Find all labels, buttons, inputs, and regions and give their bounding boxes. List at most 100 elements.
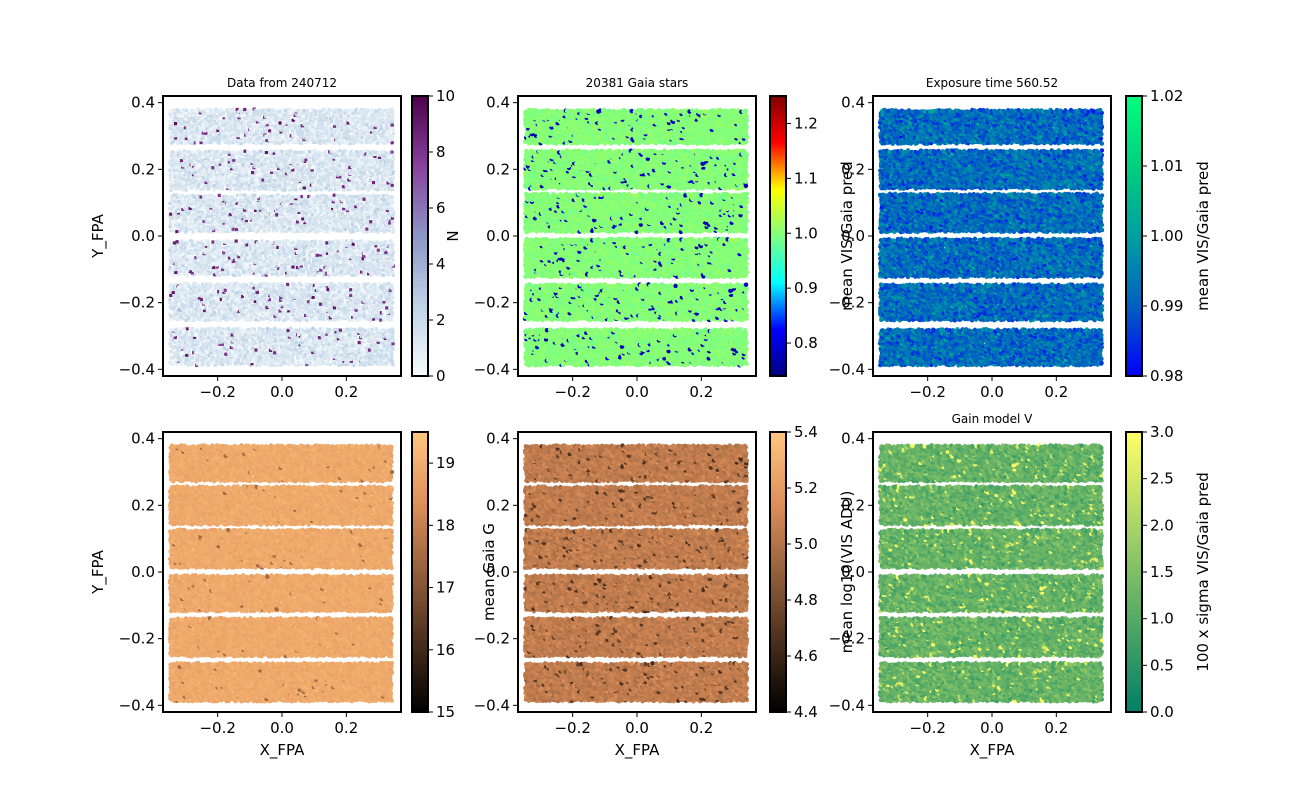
data-point bbox=[267, 221, 271, 226]
data-point bbox=[320, 109, 324, 113]
data-point bbox=[315, 126, 319, 130]
data-point bbox=[317, 315, 321, 319]
data-point bbox=[224, 177, 229, 181]
data-point bbox=[358, 140, 362, 144]
data-point bbox=[277, 215, 282, 219]
data-point bbox=[244, 272, 249, 277]
data-point bbox=[242, 270, 247, 274]
data-point bbox=[321, 211, 325, 215]
data-point bbox=[332, 214, 336, 218]
data-point bbox=[200, 160, 204, 164]
data-point bbox=[232, 245, 236, 249]
data-point bbox=[303, 224, 307, 228]
data-point bbox=[226, 110, 230, 114]
data-point bbox=[324, 109, 328, 113]
data-point bbox=[323, 173, 327, 177]
data-point bbox=[315, 170, 319, 175]
data-point bbox=[383, 230, 387, 234]
data-point bbox=[220, 187, 225, 191]
data-point bbox=[248, 228, 252, 233]
data-point bbox=[354, 269, 359, 274]
data-point bbox=[374, 177, 378, 181]
data-point bbox=[240, 167, 244, 171]
data-point bbox=[383, 271, 387, 275]
data-point bbox=[307, 150, 312, 154]
data-point bbox=[377, 138, 381, 142]
data-point bbox=[325, 129, 329, 133]
data-point bbox=[218, 162, 222, 166]
data-point bbox=[207, 158, 211, 162]
data-point bbox=[387, 129, 391, 133]
data-point bbox=[350, 149, 354, 153]
data-point bbox=[277, 252, 281, 256]
data-point bbox=[224, 254, 228, 258]
data-point bbox=[212, 119, 217, 123]
data-point bbox=[346, 209, 350, 213]
data-point bbox=[305, 240, 309, 244]
data-point bbox=[372, 266, 376, 270]
data-point bbox=[339, 270, 343, 274]
data-point bbox=[223, 214, 227, 219]
data-point bbox=[354, 173, 358, 177]
data-point bbox=[327, 177, 331, 181]
data-point bbox=[325, 241, 329, 245]
data-point bbox=[324, 135, 328, 139]
data-point bbox=[302, 257, 307, 261]
data-point bbox=[325, 229, 329, 234]
data-point bbox=[244, 221, 248, 225]
data-point bbox=[193, 110, 197, 115]
data-point bbox=[269, 181, 274, 185]
data-point bbox=[299, 201, 303, 206]
data-point bbox=[172, 250, 176, 254]
data-point bbox=[308, 204, 312, 209]
data-point bbox=[253, 113, 257, 117]
data-point bbox=[262, 207, 266, 211]
data-point bbox=[291, 155, 295, 159]
data-point bbox=[190, 108, 194, 113]
data-point bbox=[183, 126, 187, 130]
data-point bbox=[199, 266, 203, 270]
data-point bbox=[340, 109, 344, 113]
data-point bbox=[229, 138, 233, 142]
data-point bbox=[346, 167, 350, 171]
data-point bbox=[254, 248, 258, 252]
data-point bbox=[300, 210, 304, 214]
data-point bbox=[302, 117, 306, 121]
data-point bbox=[326, 121, 331, 126]
data-point bbox=[347, 129, 351, 133]
data-point bbox=[285, 119, 290, 123]
data-point bbox=[183, 269, 188, 273]
data-point bbox=[335, 253, 340, 257]
data-point bbox=[355, 171, 360, 175]
data-point bbox=[191, 193, 195, 197]
data-point bbox=[376, 272, 380, 277]
data-point bbox=[335, 109, 340, 113]
data-point bbox=[354, 175, 359, 179]
data-point bbox=[218, 240, 222, 244]
data-point bbox=[364, 167, 368, 172]
data-point bbox=[233, 242, 237, 246]
data-point bbox=[238, 193, 242, 197]
data-point bbox=[317, 164, 322, 168]
data-point bbox=[268, 194, 273, 198]
data-point bbox=[313, 205, 317, 209]
data-point bbox=[352, 207, 356, 211]
data-point bbox=[197, 116, 201, 120]
data-point bbox=[195, 314, 199, 318]
data-point bbox=[354, 124, 358, 128]
data-point bbox=[214, 133, 218, 137]
data-point bbox=[311, 154, 316, 158]
data-point bbox=[217, 250, 221, 254]
data-point bbox=[351, 199, 355, 203]
data-point bbox=[362, 264, 367, 269]
data-point bbox=[297, 247, 301, 251]
data-point bbox=[187, 271, 191, 275]
data-point bbox=[284, 165, 288, 169]
data-point bbox=[309, 155, 313, 159]
data-point bbox=[313, 268, 318, 272]
data-point bbox=[302, 199, 307, 203]
data-point bbox=[346, 131, 350, 135]
data-point bbox=[310, 170, 314, 174]
data-point bbox=[294, 256, 299, 260]
data-point bbox=[360, 317, 365, 321]
